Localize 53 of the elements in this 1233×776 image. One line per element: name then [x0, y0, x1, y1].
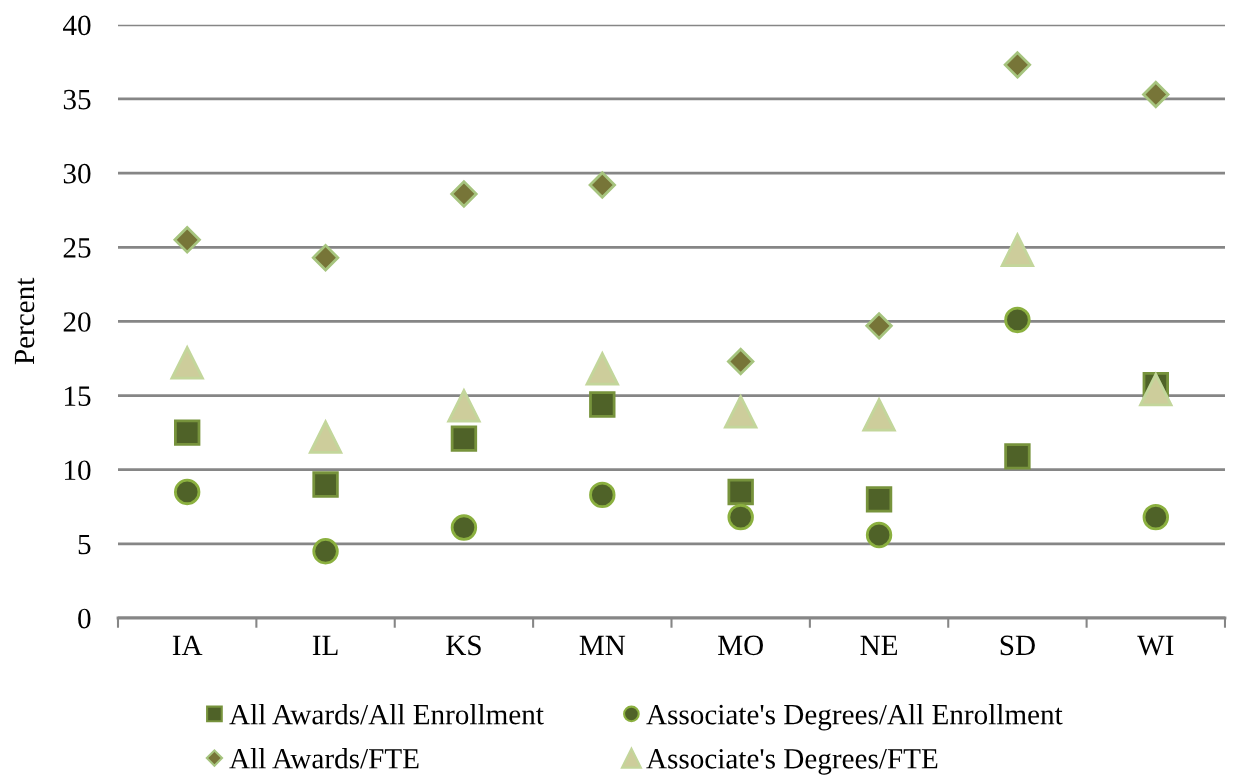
legend-label: All Awards/All Enrollment: [229, 703, 544, 725]
point: [312, 538, 339, 565]
point: [727, 478, 754, 506]
point: [173, 478, 201, 506]
y-tick-label: 25: [63, 238, 91, 258]
legend-label: All Awards/FTE: [229, 748, 419, 769]
y-tick-label: 0: [78, 608, 91, 629]
x-tick-label: IL: [312, 635, 338, 655]
y-tick-label: 10: [65, 460, 91, 481]
y-axis-title: Percent: [14, 277, 35, 365]
x-tick-label: MN: [579, 635, 626, 655]
y-tick-label: 30: [63, 163, 91, 184]
point: [588, 171, 616, 199]
point: [865, 312, 893, 340]
point: [1139, 372, 1173, 407]
point: [1000, 233, 1035, 267]
point: [1004, 443, 1031, 470]
x-tick-label: WI: [1137, 635, 1174, 656]
point: [170, 346, 204, 380]
point: [450, 425, 478, 452]
point: [589, 391, 616, 418]
legend-label: Associate's Degrees/All Enrollment: [646, 703, 1063, 731]
point: [865, 486, 893, 513]
legend-label: Associate's Degrees/FTE: [646, 749, 938, 775]
point: [1142, 80, 1170, 109]
point: [1004, 306, 1031, 334]
x-tick-label: KS: [446, 635, 481, 656]
point: [312, 471, 339, 498]
x-tick-label: SD: [1000, 635, 1035, 656]
point: [447, 389, 481, 423]
x-tick-label: MO: [718, 635, 763, 656]
point: [1142, 503, 1169, 531]
point: [585, 352, 619, 386]
point: [589, 481, 616, 509]
y-tick-label: 40: [63, 15, 91, 36]
point: [724, 395, 758, 429]
y-tick-label: 15: [65, 386, 91, 406]
point: [173, 419, 201, 446]
y-tick-label: 35: [63, 89, 91, 110]
y-tick-label: 5: [78, 534, 91, 555]
point: [862, 398, 896, 432]
point: [308, 420, 343, 454]
point: [727, 347, 755, 376]
x-tick-label: IA: [172, 635, 203, 655]
point: [450, 514, 478, 541]
point: [865, 521, 893, 549]
point: [173, 226, 201, 254]
x-tick-label: NE: [860, 635, 898, 655]
point: [450, 180, 478, 208]
point: [727, 503, 754, 531]
point: [1003, 51, 1032, 79]
y-tick-label: 20: [63, 312, 91, 332]
point: [311, 243, 340, 272]
